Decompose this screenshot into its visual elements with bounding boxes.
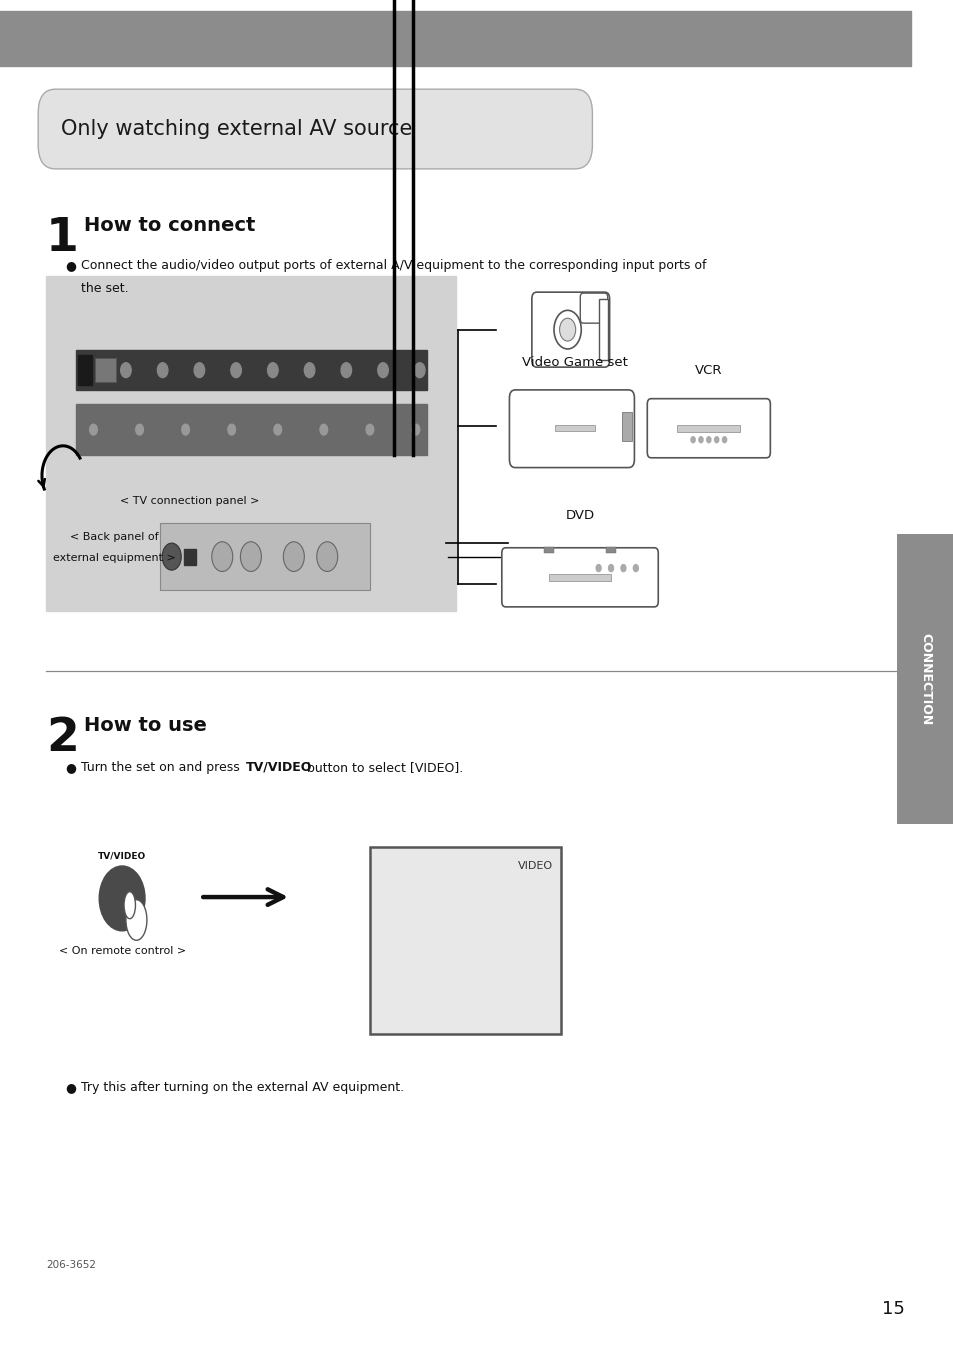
- Bar: [0, 12, 910, 66]
- Text: button to select [VIDEO].: button to select [VIDEO].: [303, 761, 463, 774]
- Text: 1: 1: [46, 216, 78, 261]
- Bar: [46, 276, 456, 611]
- Text: ●: ●: [65, 1081, 75, 1094]
- Text: DVD: DVD: [565, 509, 594, 523]
- Text: < TV connection panel >: < TV connection panel >: [119, 496, 259, 505]
- Circle shape: [283, 542, 304, 571]
- Circle shape: [633, 565, 638, 571]
- Circle shape: [596, 565, 600, 571]
- Text: How to use: How to use: [84, 716, 207, 735]
- Circle shape: [721, 436, 726, 443]
- Text: 15: 15: [881, 1300, 903, 1317]
- Circle shape: [608, 565, 613, 571]
- Bar: [78, 355, 91, 385]
- Bar: [95, 358, 116, 382]
- Circle shape: [267, 362, 278, 377]
- Circle shape: [194, 362, 205, 377]
- Circle shape: [274, 424, 281, 435]
- Bar: [370, 847, 560, 1034]
- FancyBboxPatch shape: [579, 293, 607, 323]
- Circle shape: [182, 424, 190, 435]
- Circle shape: [228, 424, 235, 435]
- FancyBboxPatch shape: [531, 292, 609, 367]
- Circle shape: [714, 436, 718, 443]
- Ellipse shape: [124, 892, 135, 919]
- Circle shape: [559, 319, 575, 340]
- Text: < Back panel of: < Back panel of: [71, 532, 158, 542]
- Text: ●: ●: [65, 761, 75, 774]
- Bar: [677, 424, 740, 432]
- Circle shape: [135, 424, 143, 435]
- Bar: [555, 426, 595, 431]
- FancyBboxPatch shape: [38, 89, 592, 169]
- Text: 206-3652: 206-3652: [46, 1260, 95, 1270]
- Text: Try this after turning on the external AV equipment.: Try this after turning on the external A…: [81, 1081, 404, 1094]
- Ellipse shape: [126, 900, 147, 940]
- Circle shape: [412, 424, 419, 435]
- Text: Turn the set on and press: Turn the set on and press: [81, 761, 244, 774]
- Text: CONNECTION: CONNECTION: [918, 632, 931, 725]
- Circle shape: [240, 542, 261, 571]
- Circle shape: [304, 362, 314, 377]
- Circle shape: [414, 362, 424, 377]
- Text: < On remote control >: < On remote control >: [58, 946, 186, 955]
- Circle shape: [319, 424, 327, 435]
- Circle shape: [157, 362, 168, 377]
- Text: VIDEO: VIDEO: [517, 861, 553, 870]
- Bar: [184, 549, 195, 565]
- Text: the set.: the set.: [81, 282, 129, 296]
- Text: external equipment >: external equipment >: [53, 553, 175, 562]
- Bar: [549, 574, 611, 581]
- Text: TV/VIDEO: TV/VIDEO: [246, 761, 313, 774]
- Circle shape: [690, 436, 695, 443]
- Text: Only watching external AV source: Only watching external AV source: [61, 119, 412, 139]
- Circle shape: [554, 311, 580, 349]
- Text: VCR: VCR: [695, 365, 721, 377]
- Circle shape: [316, 542, 337, 571]
- Circle shape: [620, 565, 625, 571]
- Bar: [605, 547, 616, 553]
- Text: TV/VIDEO: TV/VIDEO: [98, 851, 146, 861]
- Bar: [76, 350, 427, 390]
- Bar: [621, 412, 631, 440]
- Circle shape: [231, 362, 241, 377]
- Circle shape: [120, 362, 131, 377]
- Text: Camcorder: Camcorder: [543, 422, 616, 435]
- Circle shape: [90, 424, 97, 435]
- FancyBboxPatch shape: [501, 547, 658, 607]
- Text: ●: ●: [65, 259, 75, 273]
- Text: Connect the audio/video output ports of external A/V equipment to the correspond: Connect the audio/video output ports of …: [81, 259, 706, 273]
- Circle shape: [162, 543, 181, 570]
- FancyBboxPatch shape: [646, 399, 770, 458]
- Circle shape: [377, 362, 388, 377]
- Circle shape: [99, 866, 145, 931]
- Bar: [160, 523, 370, 590]
- Circle shape: [341, 362, 351, 377]
- Text: 2: 2: [46, 716, 78, 761]
- Circle shape: [212, 542, 233, 571]
- Circle shape: [699, 436, 702, 443]
- Circle shape: [366, 424, 374, 435]
- Text: How to connect: How to connect: [84, 216, 255, 235]
- Bar: [76, 404, 427, 455]
- Text: Video Game set: Video Game set: [522, 357, 627, 369]
- Bar: [598, 299, 607, 361]
- FancyBboxPatch shape: [509, 390, 634, 467]
- Circle shape: [706, 436, 710, 443]
- Bar: [543, 547, 554, 553]
